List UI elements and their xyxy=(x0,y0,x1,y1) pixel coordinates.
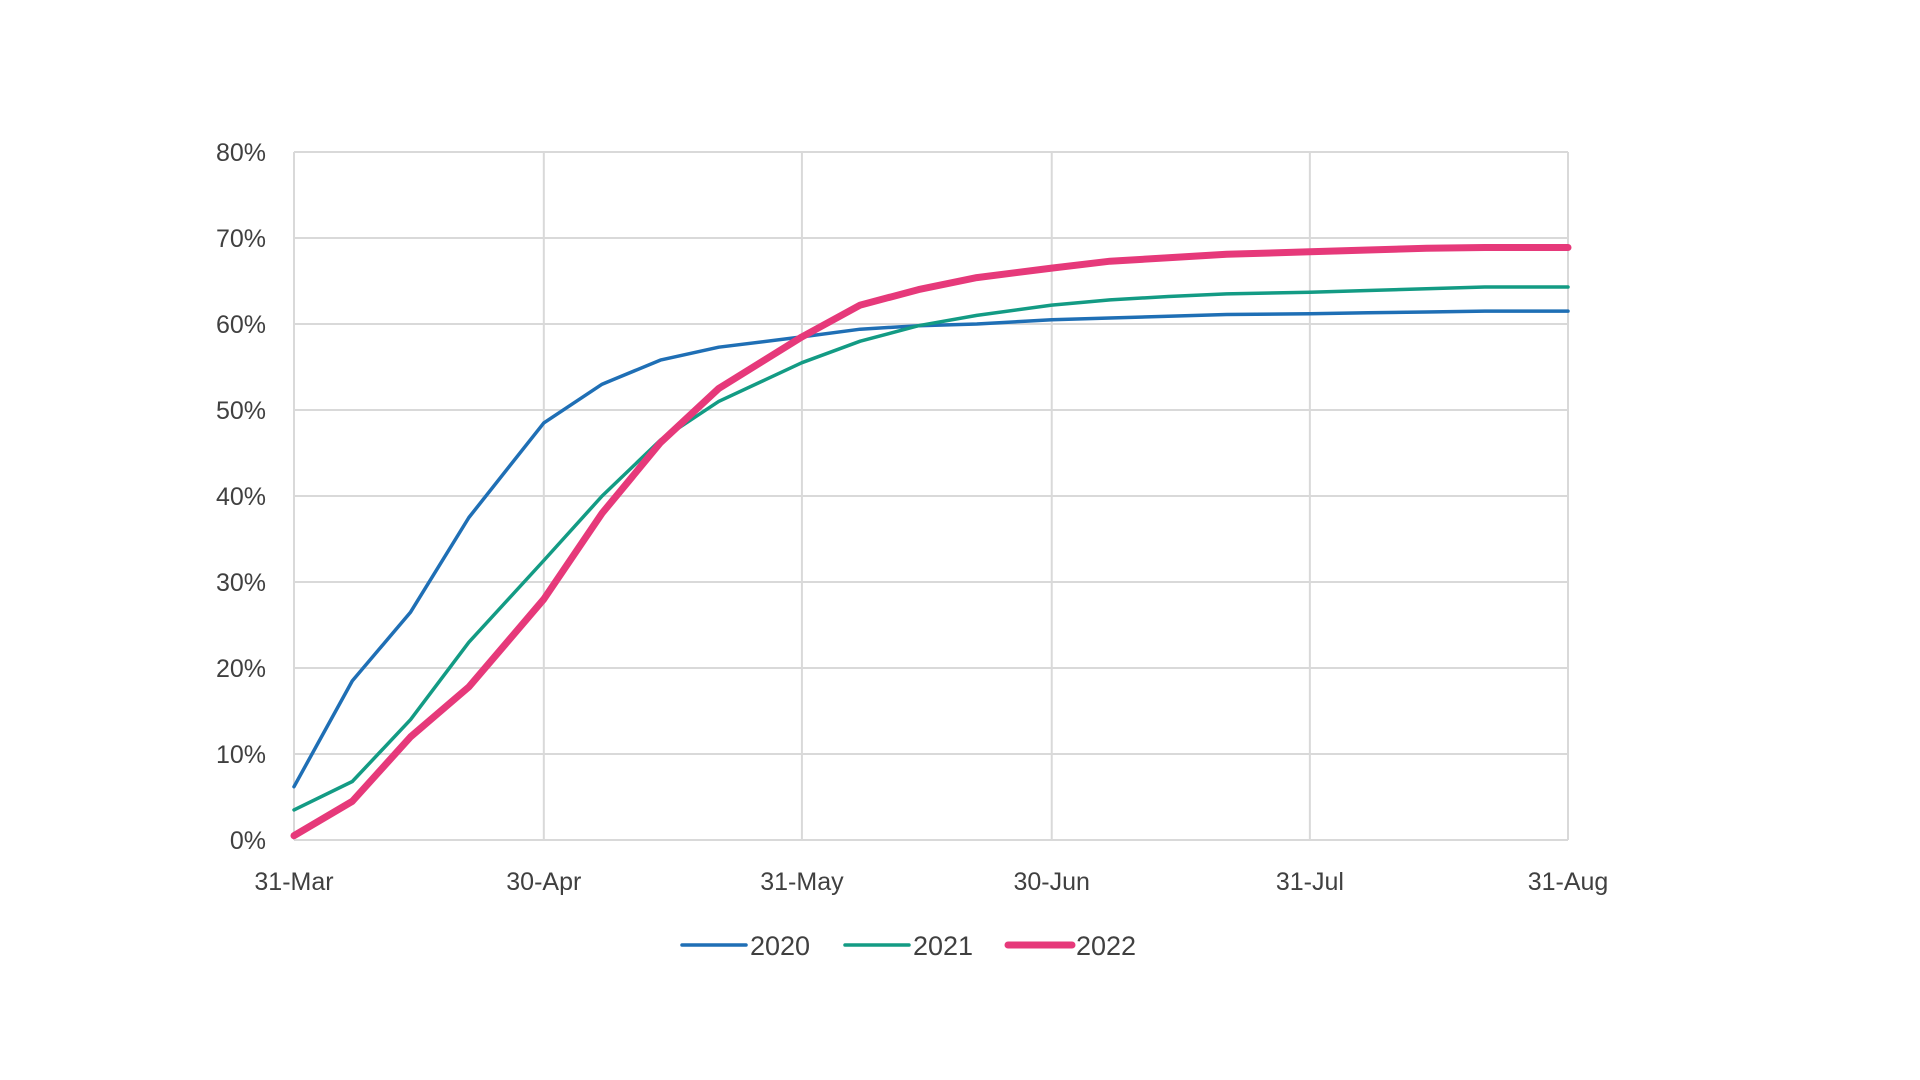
legend-label-2021: 2021 xyxy=(913,931,973,961)
x-tick-label: 31-Aug xyxy=(1528,868,1609,896)
y-tick-label: 60% xyxy=(216,311,266,339)
y-tick-label: 50% xyxy=(216,397,266,425)
x-tick-label: 31-May xyxy=(760,868,844,896)
series-line-2020 xyxy=(292,309,1570,789)
legend-label-2022: 2022 xyxy=(1076,931,1136,961)
y-axis-tick-labels: 0% 10% 20% 30% 40% 50% 60% 70% 80% xyxy=(216,139,266,855)
legend-label-2020: 2020 xyxy=(750,931,810,961)
y-tick-label: 10% xyxy=(216,741,266,769)
series-line-2022 xyxy=(290,244,1572,840)
x-axis-tick-labels: 31-Mar 30-Apr 31-May 30-Jun 31-Jul 31-Aug xyxy=(254,868,1608,896)
y-tick-label: 30% xyxy=(216,569,266,597)
x-tick-label: 31-Jul xyxy=(1276,868,1344,896)
y-tick-label: 70% xyxy=(216,225,266,253)
y-tick-label: 40% xyxy=(216,483,266,511)
x-tick-label: 31-Mar xyxy=(254,868,333,896)
x-tick-label: 30-Jun xyxy=(1014,868,1090,896)
series-lines xyxy=(290,244,1572,840)
y-tick-label: 0% xyxy=(230,827,266,855)
y-tick-label: 20% xyxy=(216,655,266,683)
gridlines xyxy=(293,151,1569,841)
y-tick-label: 80% xyxy=(216,139,266,167)
series-line-2021 xyxy=(292,285,1570,812)
legend: 2020 2021 2022 xyxy=(680,931,1136,961)
x-tick-label: 30-Apr xyxy=(506,868,581,896)
